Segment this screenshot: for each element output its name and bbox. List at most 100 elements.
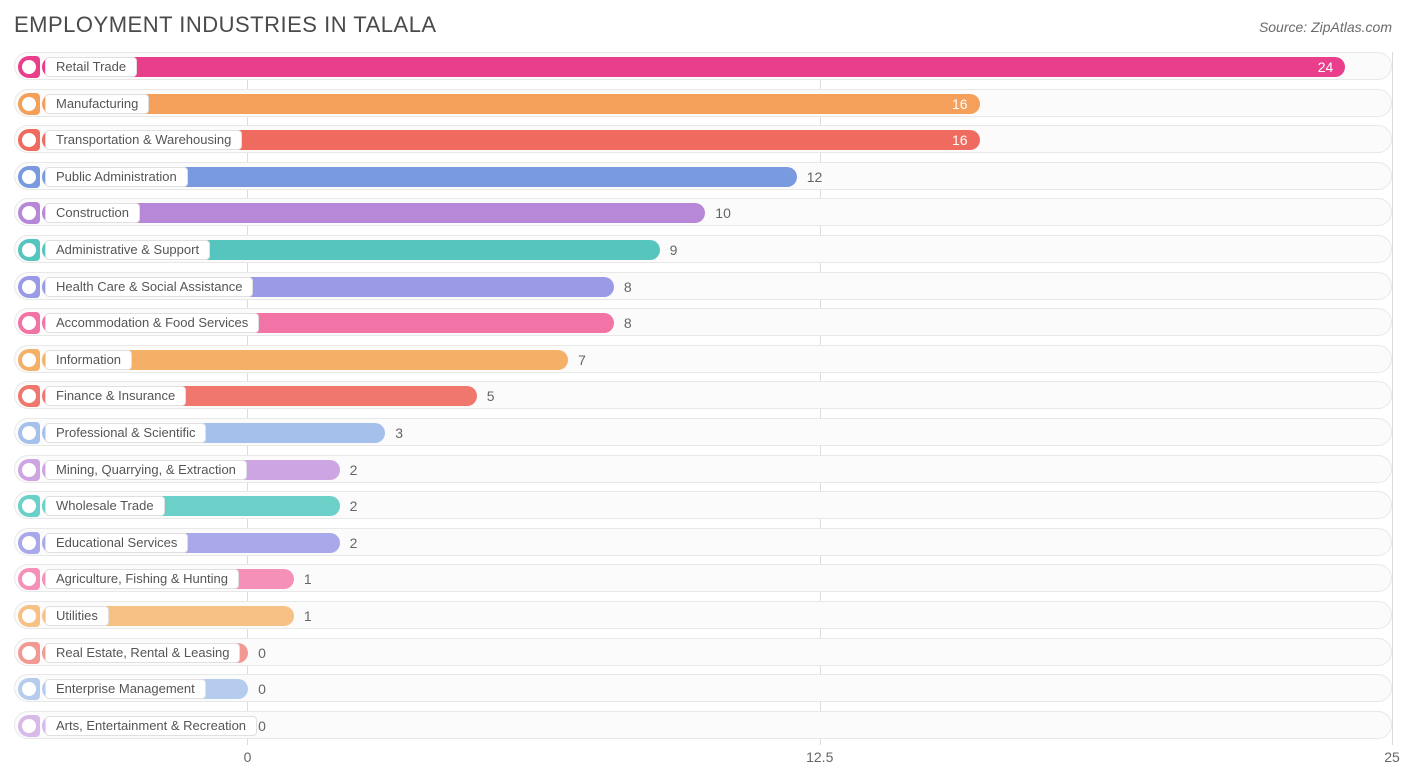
bar-label: Enterprise Management <box>45 679 206 699</box>
bar-cap <box>18 166 40 188</box>
axis-tick: 25 <box>1384 749 1400 765</box>
bar-label: Accommodation & Food Services <box>45 313 259 333</box>
bar-cap-inner <box>22 463 36 477</box>
chart-source: Source: ZipAtlas.com <box>1259 19 1392 35</box>
bar-label: Administrative & Support <box>45 240 210 260</box>
bar-value: 9 <box>660 236 678 264</box>
bar-value: 2 <box>340 492 358 520</box>
bar-label: Public Administration <box>45 167 188 187</box>
bar-value: 3 <box>385 419 403 447</box>
chart-area: Retail Trade24Manufacturing16Transportat… <box>14 52 1392 754</box>
chart-rows: Retail Trade24Manufacturing16Transportat… <box>14 52 1392 739</box>
bar-track: Wholesale Trade 2 <box>14 491 1392 519</box>
bar-cap-inner <box>22 97 36 111</box>
bar-track: Retail Trade24 <box>14 52 1392 80</box>
bar-cap-inner <box>22 536 36 550</box>
chart-header: EMPLOYMENT INDUSTRIES IN TALALA Source: … <box>14 12 1392 38</box>
bar-track: Manufacturing 16 <box>14 89 1392 117</box>
bar-cap <box>18 568 40 590</box>
bar-cap-inner <box>22 243 36 257</box>
bar-track: Transportation & Warehousing 16 <box>14 125 1392 153</box>
bar-value: 16 <box>952 90 980 118</box>
bar-value: 8 <box>614 273 632 301</box>
bar-track: Educational Services2 <box>14 528 1392 556</box>
bar-label: Health Care & Social Assistance <box>45 277 253 297</box>
bar-value: 0 <box>248 712 266 740</box>
bar-cap <box>18 385 40 407</box>
bar-value: 0 <box>248 675 266 703</box>
bar-value: 10 <box>705 199 731 227</box>
bar-value: 5 <box>477 382 495 410</box>
bar-cap <box>18 349 40 371</box>
bar-value: 2 <box>340 456 358 484</box>
bar-cap <box>18 312 40 334</box>
bar-cap <box>18 239 40 261</box>
bar-value: 1 <box>294 565 312 593</box>
chart-axis: 012.525 <box>14 749 1392 769</box>
bar-cap <box>18 129 40 151</box>
bar-track: Administrative & Support 9 <box>14 235 1392 263</box>
bar-value: 8 <box>614 309 632 337</box>
bar-cap <box>18 459 40 481</box>
bar-value: 7 <box>568 346 586 374</box>
bar-label: Transportation & Warehousing <box>45 130 242 150</box>
bar-track: Utilities 1 <box>14 601 1392 629</box>
bar-cap-inner <box>22 280 36 294</box>
bar-label: Finance & Insurance <box>45 386 186 406</box>
bar-fill <box>42 57 1345 77</box>
bar-value: 12 <box>797 163 823 191</box>
bar-cap <box>18 605 40 627</box>
bar-label: Information <box>45 350 132 370</box>
bar-track: Construction10 <box>14 198 1392 226</box>
bar-cap <box>18 495 40 517</box>
bar-cap <box>18 642 40 664</box>
bar-cap <box>18 202 40 224</box>
bar-cap-inner <box>22 170 36 184</box>
bar-cap-inner <box>22 646 36 660</box>
bar-value: 2 <box>340 529 358 557</box>
bar-cap <box>18 422 40 444</box>
bar-track: Professional & Scientific 3 <box>14 418 1392 446</box>
grid-line <box>1392 52 1393 745</box>
bar-cap-inner <box>22 353 36 367</box>
bar-cap-inner <box>22 206 36 220</box>
bar-track: Health Care & Social Assistance 8 <box>14 272 1392 300</box>
bar-value: 1 <box>294 602 312 630</box>
bar-track: Real Estate, Rental & Leasing0 <box>14 638 1392 666</box>
bar-track: Public Administration 12 <box>14 162 1392 190</box>
bar-fill <box>42 203 705 223</box>
bar-track: Enterprise Management 0 <box>14 674 1392 702</box>
bar-cap <box>18 532 40 554</box>
bar-track: Arts, Entertainment & Recreation0 <box>14 711 1392 739</box>
bar-label: Mining, Quarrying, & Extraction <box>45 460 247 480</box>
bar-track: Finance & Insurance 5 <box>14 381 1392 409</box>
axis-tick: 12.5 <box>806 749 833 765</box>
bar-track: Mining, Quarrying, & Extraction 2 <box>14 455 1392 483</box>
bar-cap <box>18 56 40 78</box>
bar-cap-inner <box>22 499 36 513</box>
bar-label: Professional & Scientific <box>45 423 206 443</box>
bar-cap <box>18 276 40 298</box>
bar-label: Agriculture, Fishing & Hunting <box>45 569 239 589</box>
bar-cap-inner <box>22 426 36 440</box>
bar-label: Manufacturing <box>45 94 149 114</box>
axis-tick: 0 <box>244 749 252 765</box>
bar-label: Utilities <box>45 606 109 626</box>
bar-cap <box>18 715 40 737</box>
bar-cap-inner <box>22 609 36 623</box>
bar-value: 0 <box>248 639 266 667</box>
bar-label: Arts, Entertainment & Recreation <box>45 716 257 736</box>
bar-track: Information 7 <box>14 345 1392 373</box>
bar-cap-inner <box>22 316 36 330</box>
bar-value: 16 <box>952 126 980 154</box>
bar-cap <box>18 93 40 115</box>
bar-cap-inner <box>22 572 36 586</box>
bar-label: Wholesale Trade <box>45 496 165 516</box>
bar-cap-inner <box>22 133 36 147</box>
bar-cap-inner <box>22 60 36 74</box>
bar-track: Accommodation & Food Services 8 <box>14 308 1392 336</box>
bar-value: 24 <box>1318 53 1346 81</box>
bar-cap <box>18 678 40 700</box>
bar-track: Agriculture, Fishing & Hunting 1 <box>14 564 1392 592</box>
bar-cap-inner <box>22 682 36 696</box>
